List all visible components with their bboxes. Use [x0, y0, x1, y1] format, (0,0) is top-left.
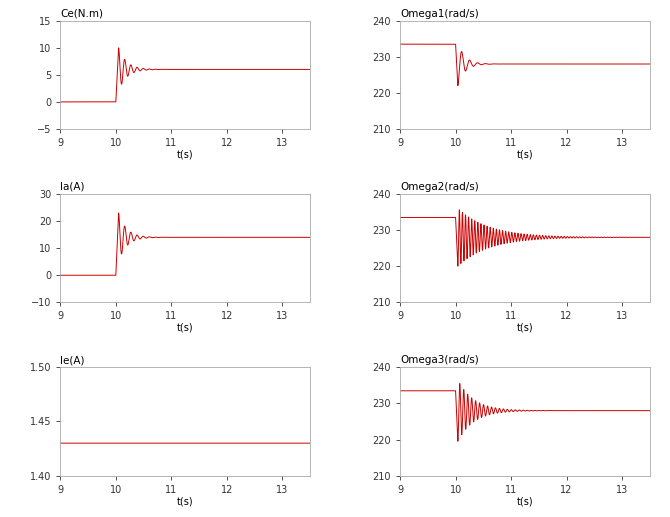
X-axis label: t(s): t(s): [517, 149, 533, 159]
X-axis label: t(s): t(s): [517, 496, 533, 506]
X-axis label: t(s): t(s): [177, 323, 194, 333]
Text: Omega2(rad/s): Omega2(rad/s): [400, 182, 479, 192]
X-axis label: t(s): t(s): [177, 496, 194, 506]
Text: Ie(A): Ie(A): [60, 355, 85, 365]
Text: Ia(A): Ia(A): [60, 182, 85, 192]
X-axis label: t(s): t(s): [517, 323, 533, 333]
X-axis label: t(s): t(s): [177, 149, 194, 159]
Text: Omega1(rad/s): Omega1(rad/s): [400, 8, 479, 19]
Text: Ce(N.m): Ce(N.m): [60, 8, 103, 19]
Text: Omega3(rad/s): Omega3(rad/s): [400, 355, 479, 365]
